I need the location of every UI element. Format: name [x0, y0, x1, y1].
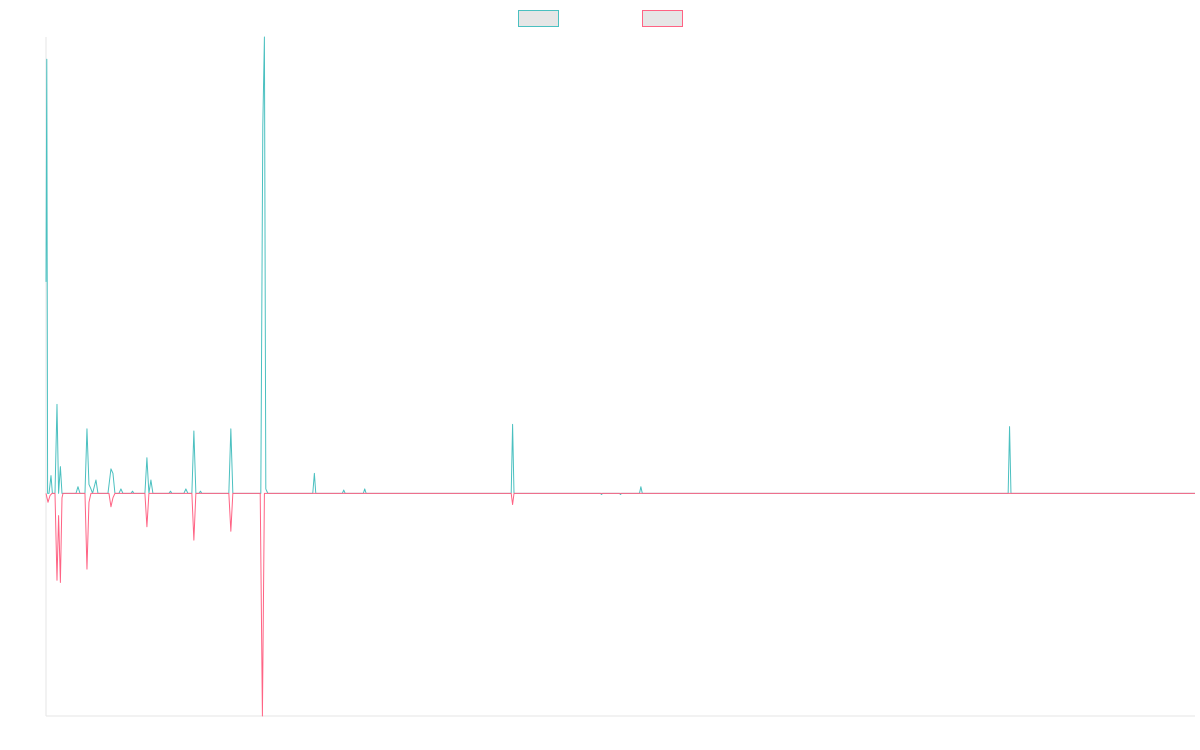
- legend-item-2[interactable]: [642, 10, 683, 27]
- legend-swatch-1: [518, 10, 559, 27]
- series-line-2: [45, 492, 1195, 717]
- legend-item-1[interactable]: [518, 10, 559, 27]
- axes: [45, 37, 1195, 717]
- legend-swatch-2: [642, 10, 683, 27]
- series-line-1: [45, 36, 1195, 495]
- legend: [518, 10, 683, 27]
- plot-area: [45, 36, 1195, 717]
